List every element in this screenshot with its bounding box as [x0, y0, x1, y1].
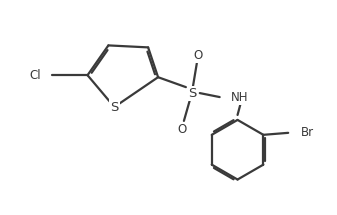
Text: S: S — [110, 100, 119, 114]
Text: Br: Br — [301, 126, 314, 139]
Text: S: S — [188, 87, 196, 100]
Text: Cl: Cl — [29, 69, 41, 82]
Text: O: O — [177, 123, 187, 136]
Text: NH: NH — [231, 91, 248, 104]
Text: O: O — [193, 49, 203, 62]
